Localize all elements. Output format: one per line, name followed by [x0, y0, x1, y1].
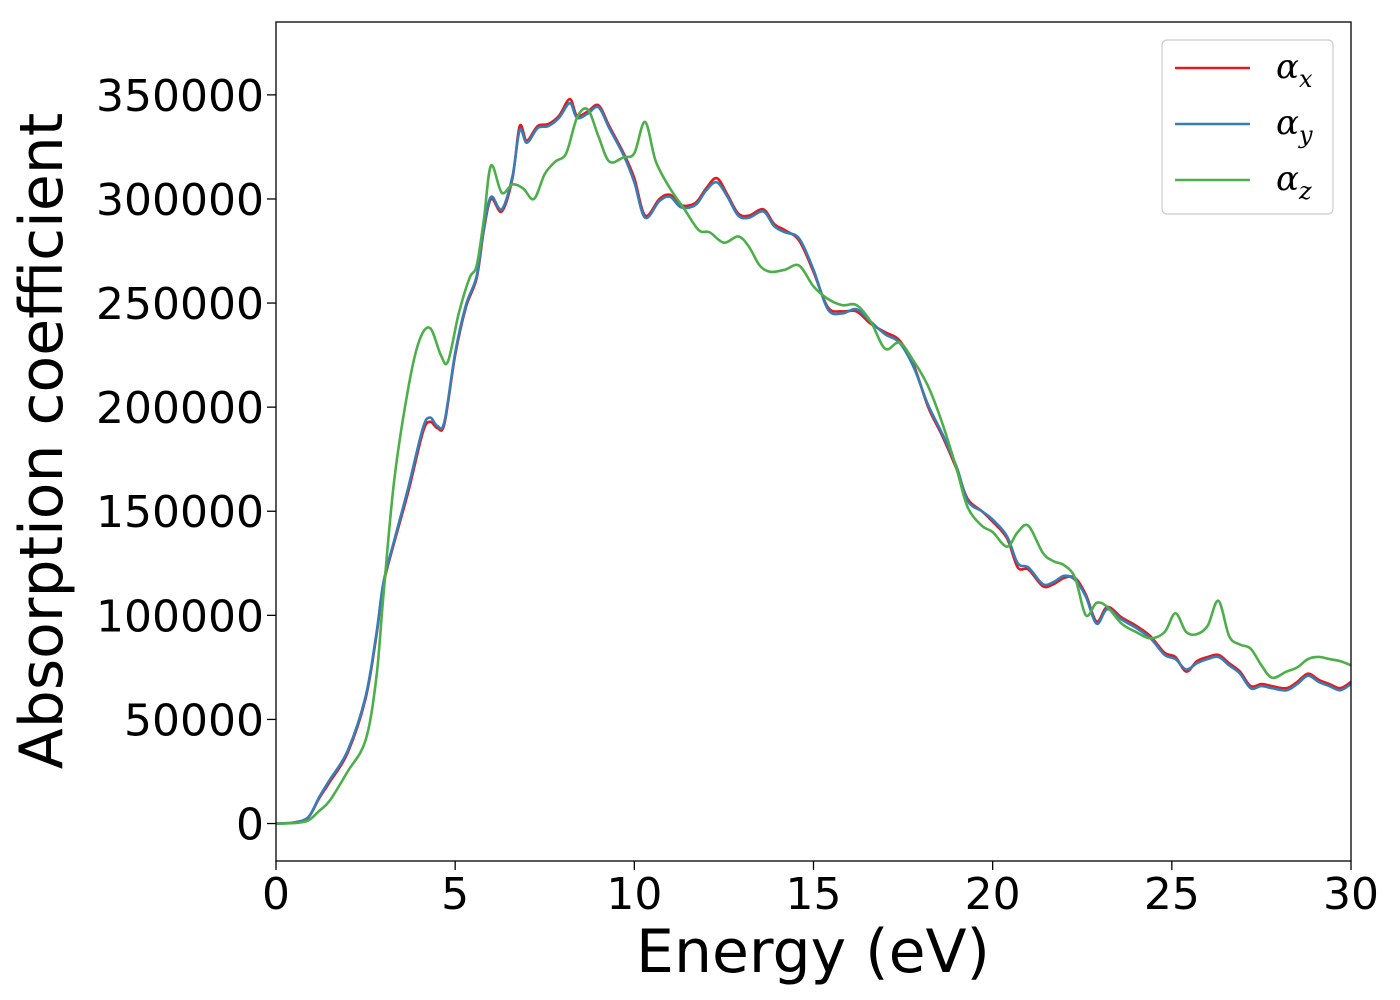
x-tick-label: 10 [606, 869, 662, 920]
y-ticks: 0 50000 100000 150000 200000 250000 300000 3500… [96, 71, 276, 851]
x-axis-label: Energy (eV) [636, 917, 990, 987]
x-ticks: 0 5 10 15 20 25 30 [262, 861, 1379, 920]
series-line-y [276, 101, 1351, 825]
x-tick-label: 5 [441, 869, 469, 920]
series-layer [276, 97, 1351, 825]
y-tick-label: 0 [236, 800, 264, 851]
series-line-z [276, 107, 1351, 825]
y-tick-label: 200000 [96, 383, 264, 434]
y-axis-label: Absorption coefficient [7, 113, 77, 770]
x-tick-label: 0 [262, 869, 290, 920]
x-tick-label: 30 [1323, 869, 1379, 920]
y-tick-label: 50000 [124, 695, 264, 746]
y-tick-label: 150000 [96, 487, 264, 538]
x-tick-label: 25 [1144, 869, 1200, 920]
y-tick-label: 250000 [96, 279, 264, 330]
legend-frame [1161, 39, 1334, 215]
x-tick-label: 15 [786, 869, 842, 920]
x-tick-label: 20 [965, 869, 1021, 920]
y-tick-label: 300000 [96, 175, 264, 226]
y-tick-label: 350000 [96, 71, 264, 122]
y-tick-label: 100000 [96, 591, 264, 642]
